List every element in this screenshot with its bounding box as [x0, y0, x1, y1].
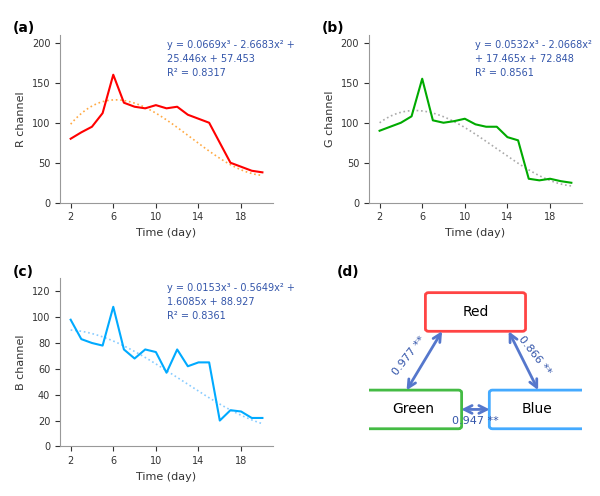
Y-axis label: B channel: B channel	[16, 335, 26, 390]
Text: (c): (c)	[13, 265, 34, 279]
Text: y = 0.0669x³ - 2.6683x² +
25.446x + 57.453
R² = 0.8317: y = 0.0669x³ - 2.6683x² + 25.446x + 57.4…	[167, 40, 294, 78]
X-axis label: Time (day): Time (day)	[136, 472, 197, 482]
Text: 0.947 **: 0.947 **	[452, 416, 499, 426]
Text: Blue: Blue	[522, 402, 553, 417]
FancyBboxPatch shape	[490, 390, 585, 429]
Text: Red: Red	[462, 305, 488, 319]
Text: 0.977 **: 0.977 **	[391, 334, 428, 377]
Text: (a): (a)	[13, 21, 35, 35]
Text: (b): (b)	[322, 21, 344, 35]
Text: y = 0.0532x³ - 2.0668x²
+ 17.465x + 72.848
R² = 0.8561: y = 0.0532x³ - 2.0668x² + 17.465x + 72.8…	[475, 40, 592, 78]
Text: 0.866 **: 0.866 **	[517, 334, 553, 377]
FancyBboxPatch shape	[425, 293, 526, 331]
X-axis label: Time (day): Time (day)	[136, 228, 197, 238]
Y-axis label: G channel: G channel	[325, 90, 335, 147]
FancyBboxPatch shape	[366, 390, 461, 429]
X-axis label: Time (day): Time (day)	[445, 228, 506, 238]
Text: y = 0.0153x³ - 0.5649x² +
1.6085x + 88.927
R² = 0.8361: y = 0.0153x³ - 0.5649x² + 1.6085x + 88.9…	[167, 283, 295, 321]
Text: (d): (d)	[337, 265, 359, 279]
Y-axis label: R channel: R channel	[16, 91, 26, 146]
Text: Green: Green	[392, 402, 434, 417]
